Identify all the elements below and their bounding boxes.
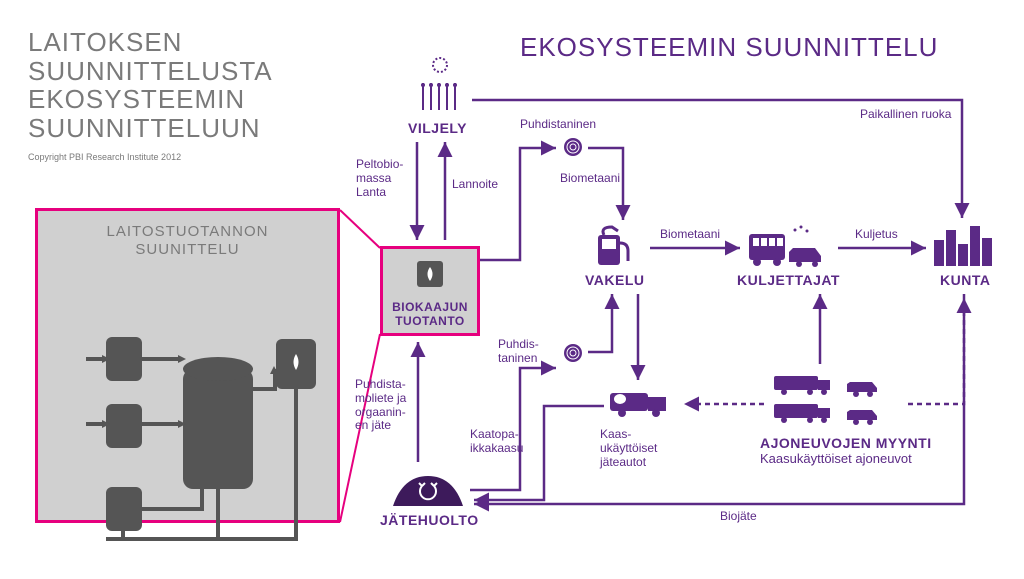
node-jatehuolto-label: JÄTEHUOLTO (380, 512, 479, 528)
node-jatehuolto (388, 468, 468, 515)
node-label: BIOKAAJUN (392, 300, 468, 314)
bus-car-icon (745, 222, 825, 270)
edge-kaasujateautot: Kaas- ukäyttöiset jäteautot (600, 428, 657, 469)
edge-peltobiomassa: Peltobio- massa Lanta (356, 158, 403, 199)
node-label: TUOTANTO (395, 314, 465, 328)
flame-icon (413, 257, 447, 291)
title-line: SUUNNITTELUUN (28, 114, 273, 143)
inset-title: LAITOSTUOTANNON SUUNITTELU (38, 223, 337, 259)
node-kunta (930, 222, 1000, 275)
title-line: LAITOKSEN (28, 28, 273, 57)
upgrade-dot-top (562, 136, 584, 163)
node-ajoneuvot (770, 370, 900, 437)
node-kuljettajat (745, 222, 825, 275)
inset-title-line: SUUNITTELU (38, 241, 337, 259)
vehicles-sale-icon (770, 370, 900, 432)
waste-pile-icon (388, 468, 468, 510)
node-viljely-label: VILJELY (408, 120, 467, 136)
node-kunta-label: KUNTA (940, 272, 990, 288)
main-title-right: EKOSYSTEEMIN SUUNNITTELU (520, 32, 938, 63)
node-kuljettajat-label: KULJETTAJAT (737, 272, 840, 288)
copyright-text: Copyright PBI Research Institute 2012 (28, 152, 181, 162)
edge-biometaani-mid: Biometaani (560, 172, 620, 186)
node-vakelu-label: VAKELU (585, 272, 645, 288)
farming-icon (415, 55, 465, 115)
node-ajoneuvot-label: AJONEUVOJEN MYYNTI (760, 435, 932, 451)
city-icon (930, 222, 1000, 270)
edge-kaatopaikkakaasu: Kaatopa- ikkakaasu (470, 428, 523, 456)
edge-kuljetus: Kuljetus (855, 228, 898, 242)
main-title-left: LAITOKSEN SUUNNITTELUSTA EKOSYSTEEMIN SU… (28, 28, 273, 142)
upgrade-dot-bottom (562, 342, 584, 369)
node-viljely (415, 55, 465, 120)
node-biokaasu: BIOKAAJUN TUOTANTO (380, 246, 480, 336)
edge-puhdistamoliete: Puhdista- moliete ja orgaanin- en jäte (355, 378, 406, 433)
inset-panel: LAITOSTUOTANNON SUUNITTELU (35, 208, 340, 523)
node-ajoneuvot-sublabel: Kaasukäyttöiset ajoneuvot (760, 452, 912, 467)
edge-lannoite: Lannoite (452, 178, 498, 192)
edge-biojate: Biojäte (720, 510, 757, 524)
plant-schematic-icon (38, 259, 343, 574)
inset-title-line: LAITOSTUOTANNON (38, 223, 337, 241)
fuel-pump-icon (590, 225, 640, 270)
edge-biometaani-right: Biometaani (660, 228, 720, 242)
edge-paikallinen: Paikallinen ruoka (860, 108, 951, 122)
title-line: SUUNNITTELUSTA (28, 57, 273, 86)
garbage-truck-icon (608, 385, 678, 426)
title-line: EKOSYSTEEMIN (28, 85, 273, 114)
edge-puhdistaninen-left: Puhdis- taninen (498, 338, 539, 366)
edge-puhdistaninen-top: Puhdistaninen (520, 118, 596, 132)
node-vakelu (590, 225, 640, 275)
